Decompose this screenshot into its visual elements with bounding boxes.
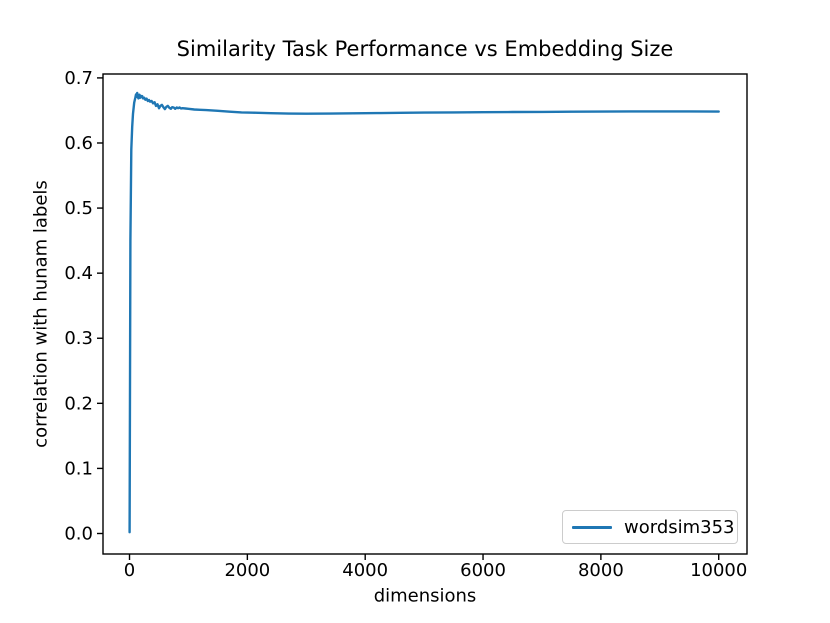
x-tick-label: 10000 xyxy=(690,560,747,581)
legend: wordsim353 xyxy=(562,510,738,544)
x-tick-label: 0 xyxy=(124,560,135,581)
x-tick-label: 2000 xyxy=(224,560,270,581)
y-tick-label: 0.7 xyxy=(64,68,93,89)
y-tick-label: 0.0 xyxy=(64,523,93,544)
y-tick-label: 0.5 xyxy=(64,198,93,219)
series-line-wordsim353 xyxy=(128,91,720,534)
x-tick-label: 8000 xyxy=(578,560,624,581)
x-tick-label: 6000 xyxy=(460,560,506,581)
y-tick-label: 0.1 xyxy=(64,458,93,479)
axes-frame xyxy=(102,73,748,555)
legend-line-swatch xyxy=(572,525,612,529)
legend-series-label: wordsim353 xyxy=(624,516,735,538)
chart-title: Similarity Task Performance vs Embedding… xyxy=(176,37,674,61)
y-tick-label: 0.3 xyxy=(64,328,93,349)
y-axis-label: correlation with hunam labels xyxy=(30,180,52,448)
x-axis-label: dimensions xyxy=(373,585,477,607)
y-tick-label: 0.4 xyxy=(64,263,93,284)
x-tick-label: 4000 xyxy=(342,560,388,581)
y-tick-label: 0.6 xyxy=(64,133,93,154)
y-tick-label: 0.2 xyxy=(64,393,93,414)
